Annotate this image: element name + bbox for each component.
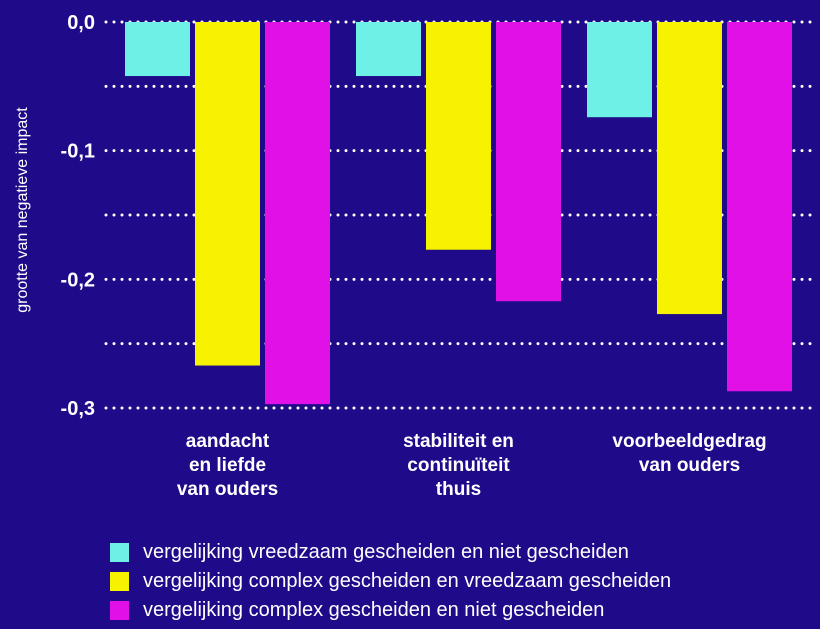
y-tick-labels: 0,0 -0,1 -0,2 -0,3 <box>61 12 95 420</box>
bars <box>125 22 792 405</box>
x-tick-labels: aandacht en liefde van ouders stabiliteit e… <box>177 431 767 500</box>
y-tick-label: -0,1 <box>61 141 95 163</box>
bar-series-3-category-2 <box>496 22 561 302</box>
legend-swatch <box>110 572 129 591</box>
bar-series-2-category-3 <box>657 22 722 315</box>
y-tick-label: 0,0 <box>67 12 95 34</box>
legend-item: vergelijking vreedzaam gescheiden en nie… <box>110 538 671 567</box>
bar-series-2-category-2 <box>426 22 491 250</box>
x-category-label: van ouders <box>639 455 740 476</box>
legend-label: vergelijking complex gescheiden en niet … <box>143 599 605 621</box>
legend-swatch <box>110 543 129 562</box>
legend-item: vergelijking complex gescheiden en niet … <box>110 596 671 625</box>
legend: vergelijking vreedzaam gescheiden en nie… <box>110 538 671 625</box>
y-tick-label: -0,2 <box>61 269 95 291</box>
x-category-label: voorbeeldgedrag <box>612 431 766 452</box>
bar-series-1-category-3 <box>587 22 652 118</box>
legend-item: vergelijking complex gescheiden en vreed… <box>110 567 671 596</box>
x-category-label: en liefde <box>189 455 266 476</box>
legend-label: vergelijking complex gescheiden en vreed… <box>143 570 672 592</box>
x-category-label: stabiliteit en <box>403 431 514 452</box>
bar-series-2-category-1 <box>195 22 260 366</box>
y-axis-label: grootte van negatieve impact <box>14 107 31 313</box>
x-category-label: van ouders <box>177 479 278 500</box>
x-category-label: aandacht <box>186 431 270 452</box>
x-category-label: continuïteit <box>407 455 510 476</box>
bar-series-1-category-1 <box>125 22 190 77</box>
bar-series-3-category-1 <box>265 22 330 405</box>
legend-label: vergelijking vreedzaam gescheiden en nie… <box>143 541 629 563</box>
y-tick-label: -0,3 <box>61 398 95 420</box>
bar-series-1-category-2 <box>356 22 421 77</box>
x-category-label: thuis <box>436 479 481 500</box>
legend-swatch <box>110 601 129 620</box>
bar-chart: 0,0 -0,1 -0,2 -0,3 aandacht en liefde van oud… <box>14 12 817 500</box>
bar-series-3-category-3 <box>727 22 792 392</box>
